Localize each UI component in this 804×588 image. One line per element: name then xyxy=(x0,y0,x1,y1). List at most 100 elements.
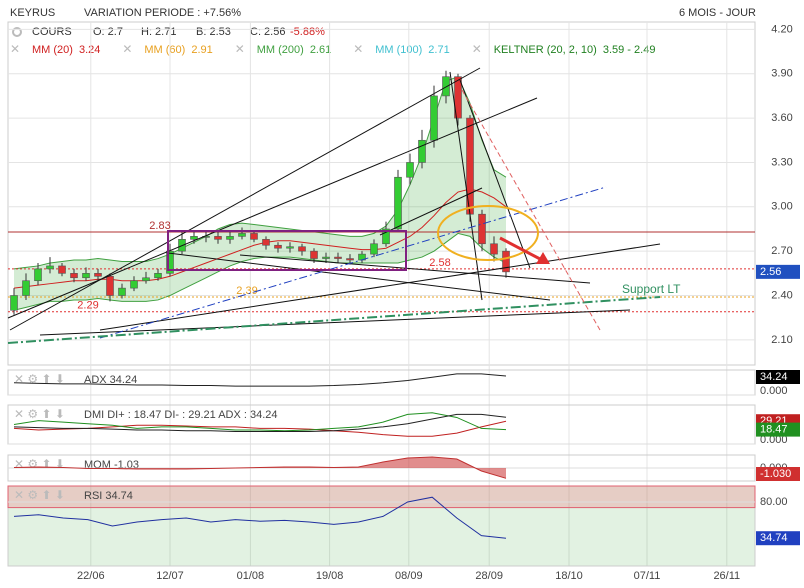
trend-line xyxy=(39,309,631,336)
candle-body xyxy=(334,256,342,259)
y-tick-label: 3.60 xyxy=(771,112,792,124)
indicator-name: MM (20) xyxy=(32,44,73,56)
indicator-value: 2.91 xyxy=(191,44,212,56)
candle-body xyxy=(490,243,498,255)
symbol: KEYRUS xyxy=(10,7,55,19)
annotation: Support LT xyxy=(622,282,681,296)
candle-body xyxy=(130,280,138,289)
candle-body xyxy=(58,265,66,274)
indicator-value: 2.61 xyxy=(310,44,331,56)
candle-body xyxy=(286,246,294,249)
candle-body xyxy=(406,162,414,178)
candle-body xyxy=(154,273,162,279)
candle-body xyxy=(346,258,354,261)
indicator-line xyxy=(13,413,507,433)
ma-line xyxy=(13,188,507,289)
panel-tick-label: 0.000 xyxy=(760,385,788,397)
indicator-line xyxy=(13,496,507,539)
trend-line xyxy=(7,97,538,319)
trend-line xyxy=(459,79,531,269)
change: -5.88% xyxy=(290,26,325,38)
indicator-name: KELTNER (20, 2, 10) xyxy=(494,44,597,56)
x-tick-label: 18/10 xyxy=(555,570,583,582)
candle-body xyxy=(70,273,78,279)
y-tick-label: 3.30 xyxy=(771,156,792,168)
keltner-band xyxy=(14,76,506,311)
x-tick-label: 07/11 xyxy=(634,570,661,582)
value-box xyxy=(756,422,800,437)
candle-body xyxy=(226,236,234,240)
panel-icons: ✕ ⚙ ⬆ ⬇ xyxy=(14,407,65,421)
indicator-value: 3.59 - 2.49 xyxy=(603,44,656,56)
candle-body xyxy=(394,176,402,230)
indicator-name: MM (60) xyxy=(144,44,185,56)
value-box-label: 34.74 xyxy=(760,532,788,544)
candle-body xyxy=(94,273,102,277)
panel-title: RSI 34.74 xyxy=(84,490,133,502)
trend-line xyxy=(167,252,551,301)
level-label: 2.29 xyxy=(77,300,98,312)
arrow-head xyxy=(536,252,550,264)
y-tick-label: 3.00 xyxy=(771,201,792,213)
candle-body xyxy=(370,243,378,255)
trend-line xyxy=(239,254,591,284)
indicator-icon: ✕ xyxy=(235,42,245,56)
trend-line xyxy=(379,187,483,236)
indicator-line xyxy=(13,373,507,387)
arrow xyxy=(499,236,543,262)
candle-body xyxy=(502,250,510,273)
x-tick-label: 19/08 xyxy=(316,570,344,582)
trend-line xyxy=(449,71,483,301)
candle-body xyxy=(106,275,114,296)
y-tick-label: 3.90 xyxy=(771,68,792,80)
candle-body xyxy=(442,76,450,97)
x-tick-label: 12/07 xyxy=(156,570,184,582)
panel-tick-label: 80.00 xyxy=(760,496,788,508)
indicator-icon: ✕ xyxy=(472,42,482,56)
candle-body xyxy=(382,228,390,245)
support-line xyxy=(7,296,661,344)
keltner-line xyxy=(13,232,507,311)
candle-body xyxy=(310,250,318,259)
trend-line xyxy=(9,67,481,331)
value-box xyxy=(756,531,800,546)
indicator-icon: ✕ xyxy=(122,42,132,56)
candle-body xyxy=(10,295,18,311)
trend-line xyxy=(99,243,661,331)
candle-body xyxy=(250,233,258,240)
panel-icons: ✕ ⚙ ⬆ ⬇ xyxy=(14,488,65,502)
panel-title: DMI DI+ : 18.47 DI- : 29.21 ADX : 34.24 xyxy=(84,409,278,421)
x-tick-label: 28/09 xyxy=(475,570,503,582)
price-box xyxy=(756,264,800,279)
candle-body xyxy=(22,280,30,296)
highlight-ellipse xyxy=(437,205,539,261)
plot-frame xyxy=(7,21,756,366)
indicator-value: 2.71 xyxy=(428,44,449,56)
indicator-line xyxy=(13,420,507,437)
cours: COURS xyxy=(32,26,72,38)
candle-body xyxy=(34,268,42,282)
candle-body xyxy=(454,76,462,119)
plot-area xyxy=(7,21,756,366)
candle-body xyxy=(322,256,330,259)
x-tick-label: 26/11 xyxy=(713,570,740,582)
panel-frame xyxy=(7,485,756,567)
marks: ✕ MM (20) 3.24 ✕ MM (60) 2.91 ✕ MM (200) 2.61 ✕ MM… xyxy=(7,22,800,582)
candle-body xyxy=(238,233,246,237)
candle-body xyxy=(214,236,222,240)
panel-tick-label: 0.000 xyxy=(760,434,788,446)
gear-icon[interactable] xyxy=(12,27,22,37)
candle-body xyxy=(142,277,150,282)
x-tick-label: 08/09 xyxy=(395,570,423,582)
candle-body xyxy=(478,213,486,245)
x-tick-label: 01/08 xyxy=(237,570,265,582)
indicator-icon: ✕ xyxy=(353,42,363,56)
indicator-line xyxy=(13,456,507,479)
drawings: Support LT xyxy=(7,67,681,344)
trend-line xyxy=(461,89,601,331)
value-box-label: -1.030 xyxy=(760,468,791,480)
level-label: 2.83 xyxy=(149,220,170,232)
value-box-label: 18.47 xyxy=(760,423,788,435)
candle-body xyxy=(418,139,426,163)
